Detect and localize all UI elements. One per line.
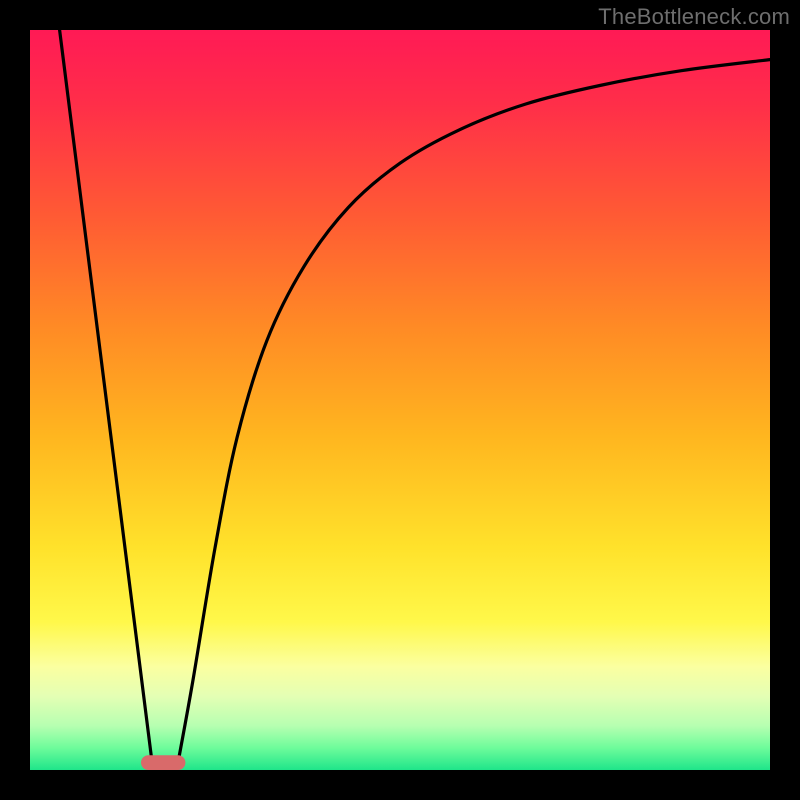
chart-background	[30, 30, 770, 770]
valley-marker	[141, 755, 185, 770]
chart-container: TheBottleneck.com	[0, 0, 800, 800]
watermark-text: TheBottleneck.com	[598, 4, 790, 30]
bottleneck-chart	[0, 0, 800, 800]
